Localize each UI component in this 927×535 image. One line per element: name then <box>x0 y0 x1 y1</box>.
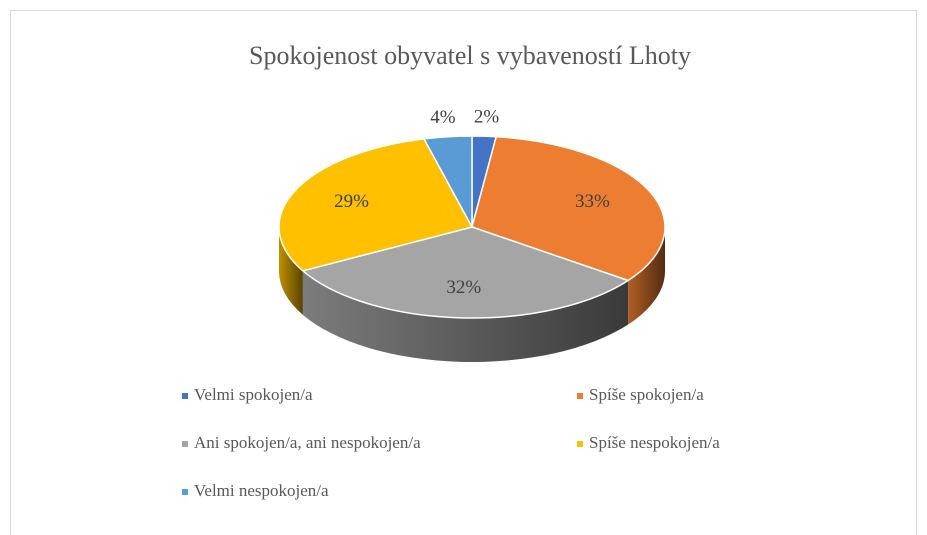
legend-marker <box>182 489 188 495</box>
legend-marker <box>182 441 188 447</box>
legend-label: Spíše spokojen/a <box>589 385 704 404</box>
chart-border <box>10 10 917 535</box>
data-label: 33% <box>575 191 610 212</box>
pie-slice <box>471 135 666 282</box>
legend-label: Velmi nespokojen/a <box>194 481 329 500</box>
legend-label: Ani spokojen/a, ani nespokojen/a <box>194 433 421 452</box>
legend-label: Velmi spokojen/a <box>194 385 313 404</box>
pie-slice <box>301 226 630 319</box>
chart-title: Spokojenost obyvatel s vybaveností Lhoty <box>249 41 691 70</box>
data-label: 32% <box>446 277 481 298</box>
legend-label: Spíše nespokojen/a <box>589 433 720 452</box>
legend-marker <box>577 393 583 399</box>
pie-side <box>279 227 303 315</box>
data-label: 4% <box>430 107 456 128</box>
data-label: 2% <box>474 106 500 127</box>
legend-marker <box>182 393 188 399</box>
pie-slice <box>278 138 474 272</box>
pie-slice <box>422 135 473 228</box>
pie-side <box>302 270 629 363</box>
pie-side <box>628 227 665 325</box>
data-label: 29% <box>334 191 369 212</box>
legend-marker <box>577 441 583 447</box>
